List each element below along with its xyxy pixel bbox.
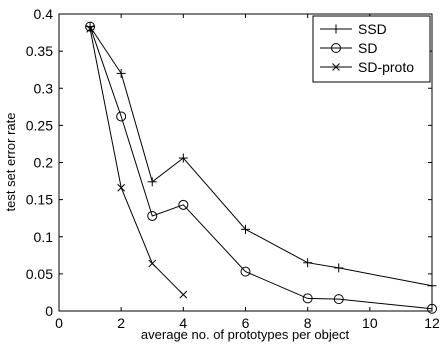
- cross-stroke: [332, 63, 340, 71]
- data-point-ssd: [427, 281, 437, 291]
- cross-stroke: [179, 290, 188, 299]
- data-point-ssd: [334, 263, 344, 273]
- x-tick-label: 12: [424, 315, 440, 331]
- x-axis-label: average no. of prototypes per object: [141, 327, 350, 342]
- series-sd-proto: [86, 24, 188, 299]
- y-tick-label: 0.1: [34, 229, 54, 245]
- data-point-ssd: [241, 224, 250, 234]
- x-tick-label: 8: [304, 315, 312, 331]
- legend-item-sd: SD: [320, 40, 377, 56]
- y-tick-label: 0.3: [34, 80, 54, 96]
- x-tick-label: 6: [242, 315, 250, 331]
- data-point-sd: [333, 294, 344, 305]
- series-layer: [85, 21, 437, 314]
- y-tick-label: 0.4: [34, 6, 54, 22]
- legend-label: SD: [358, 40, 377, 56]
- data-point-sd: [240, 266, 251, 277]
- legend-box: [312, 15, 431, 83]
- data-point-sd-proto: [117, 183, 126, 192]
- series-ssd: [85, 22, 437, 291]
- y-tick-label: 0.25: [26, 117, 53, 133]
- y-tick-label: 0: [45, 303, 53, 319]
- data-point-ssd: [303, 258, 313, 268]
- data-point-sd: [178, 199, 189, 210]
- series-line-sd: [89, 26, 433, 310]
- axis-ticks: 0 2 4 6 8 10 12 0 0.05 0.1 0.15 0.2 0.25 0.3 0.35 0.4: [26, 6, 440, 331]
- data-point-sd-proto: [179, 290, 188, 299]
- legend-marker: [332, 63, 340, 71]
- data-point-ssd: [116, 68, 126, 78]
- legend-marker: [331, 24, 341, 34]
- legend: SSD SD SD-proto: [312, 15, 431, 83]
- data-point-sd: [302, 293, 313, 304]
- data-point-sd: [427, 303, 437, 314]
- legend-item-sd-proto: SD-proto: [320, 59, 414, 75]
- cross-stroke: [86, 24, 94, 33]
- legend-item-ssd: SSD: [320, 21, 387, 37]
- y-tick-label: 0.15: [26, 192, 53, 208]
- legend-marker: [331, 43, 341, 53]
- series-line-ssd: [89, 26, 433, 287]
- data-point-sd-proto: [148, 259, 157, 268]
- x-tick-label: 2: [117, 315, 125, 331]
- data-point-sd: [116, 111, 127, 122]
- series-sd: [85, 21, 437, 314]
- legend-label: SSD: [358, 21, 387, 37]
- y-tick-label: 0.05: [26, 266, 53, 282]
- data-point-sd: [147, 210, 158, 221]
- cross-stroke: [148, 259, 157, 268]
- x-tick-label: 10: [362, 315, 378, 331]
- series-line-sd-proto: [89, 28, 184, 296]
- data-point-sd-proto: [86, 24, 94, 33]
- x-tick-label: 0: [55, 315, 63, 331]
- y-tick-label: 0.35: [26, 43, 53, 59]
- y-tick-label: 0.2: [34, 155, 54, 171]
- x-tick-label: 4: [179, 315, 187, 331]
- data-point-ssd: [178, 153, 188, 163]
- legend-label: SD-proto: [358, 59, 414, 75]
- cross-stroke: [117, 183, 126, 192]
- data-point-ssd: [147, 177, 157, 187]
- y-axis-label: test set error rate: [3, 113, 18, 212]
